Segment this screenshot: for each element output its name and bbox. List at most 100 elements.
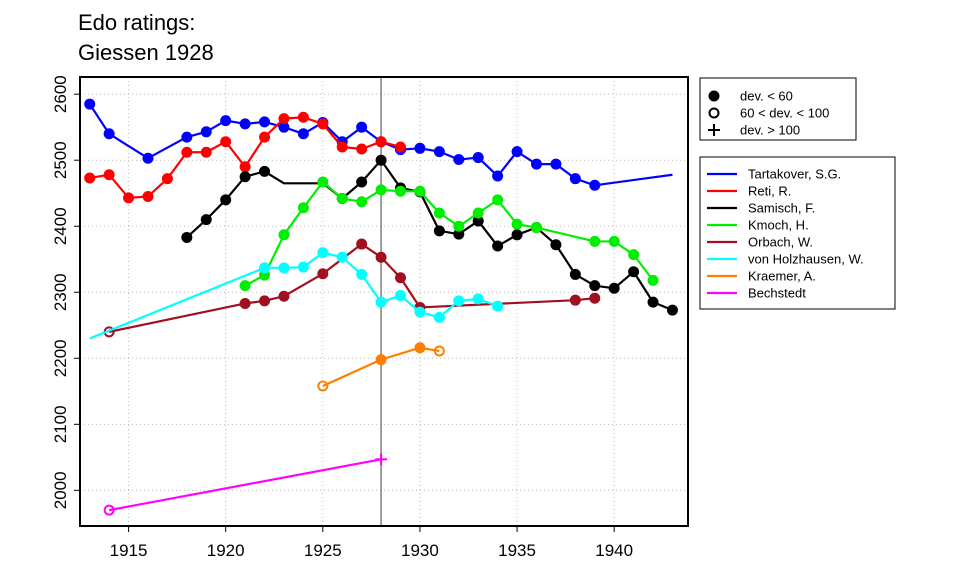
series-kmoch-h [239, 176, 659, 292]
data-point [84, 98, 96, 110]
data-point [511, 218, 523, 230]
data-point [297, 111, 309, 123]
data-point [239, 280, 251, 292]
data-point [414, 342, 426, 354]
data-point [317, 176, 329, 188]
legend-series-label: Orbach, W. [748, 235, 813, 250]
data-point [317, 118, 329, 130]
data-point [142, 191, 154, 203]
chart-title: Edo ratings: [78, 10, 196, 35]
data-point [647, 274, 659, 286]
y-tick-label: 2600 [51, 75, 70, 113]
data-point [356, 121, 368, 133]
data-point [433, 311, 445, 323]
chart-subtitle: Giessen 1928 [78, 40, 214, 65]
x-tick-label: 1920 [207, 541, 245, 560]
data-point [414, 185, 426, 197]
x-axis: 1915 1920 1925 1930 1935 1940 [110, 526, 633, 560]
data-point [103, 169, 115, 181]
x-tick-label: 1915 [110, 541, 148, 560]
data-point [356, 176, 368, 188]
data-point [375, 154, 387, 166]
data-point [589, 280, 601, 292]
data-point [375, 354, 387, 366]
data-point [414, 306, 426, 318]
data-point [433, 225, 445, 237]
data-point [259, 116, 271, 128]
legend-marker-label: dev. > 100 [740, 123, 800, 138]
data-point [278, 262, 290, 274]
data-point [239, 171, 251, 183]
legend-series-label: Bechstedt [748, 286, 806, 301]
y-tick-label: 2000 [51, 471, 70, 509]
y-tick-label: 2400 [51, 207, 70, 245]
data-point [142, 152, 154, 164]
data-point-open [433, 345, 445, 357]
data-point [356, 238, 368, 250]
data-point [492, 170, 504, 182]
legend-box [699, 156, 896, 310]
data-point [239, 161, 251, 173]
data-point [181, 146, 193, 158]
data-point [395, 290, 407, 302]
plot-frame [79, 76, 689, 527]
data-point [569, 173, 581, 185]
data-point [356, 268, 368, 280]
data-point [123, 192, 135, 204]
legend-series-label: Kraemer, A. [748, 269, 816, 284]
data-point [239, 297, 251, 309]
x-tick-label: 1925 [304, 541, 342, 560]
data-point [453, 220, 465, 232]
data-point [628, 249, 640, 261]
data-point [161, 173, 173, 185]
data-point-plus [708, 124, 720, 136]
data-point [259, 165, 271, 177]
legend-series: Tartakover, S.G. Reti, R. Samisch, F. Kmoch… [699, 156, 896, 310]
data-point [628, 266, 640, 278]
data-point [259, 295, 271, 307]
data-point [433, 146, 445, 158]
data-point [181, 131, 193, 143]
data-point [608, 235, 620, 247]
data-point [589, 292, 601, 304]
data-point [200, 214, 212, 226]
data-point [511, 229, 523, 241]
data-point [278, 113, 290, 125]
data-point [317, 268, 329, 280]
data-point [395, 272, 407, 284]
data-point [708, 90, 720, 102]
data-point-open [103, 504, 115, 516]
y-tick-label: 2500 [51, 141, 70, 179]
data-point [297, 128, 309, 140]
data-point [589, 235, 601, 247]
x-tick-label: 1930 [401, 541, 439, 560]
x-tick-label: 1940 [595, 541, 633, 560]
data-point-open [317, 380, 329, 392]
series-reti-r [84, 111, 407, 204]
x-tick-label: 1935 [498, 541, 536, 560]
series-line [108, 458, 382, 512]
legend-series-label: von Holzhausen, W. [748, 252, 864, 267]
data-point [336, 251, 348, 263]
data-point [181, 231, 193, 243]
series-orbach-w [103, 238, 601, 338]
data-point [297, 202, 309, 214]
data-point [472, 293, 484, 305]
data-point [550, 158, 562, 170]
data-point [569, 268, 581, 280]
data-point [220, 136, 232, 148]
data-point [492, 300, 504, 312]
legend-series-label: Samisch, F. [748, 201, 815, 216]
data-point [220, 115, 232, 127]
data-point [453, 154, 465, 166]
data-point [472, 152, 484, 164]
data-point [666, 304, 678, 316]
series-von-holzhausen-w [89, 247, 504, 340]
data-point [317, 247, 329, 259]
data-point [453, 295, 465, 307]
series-line [89, 251, 499, 340]
data-point [356, 143, 368, 155]
data-point [375, 251, 387, 263]
legend-marker-types: dev. < 60 60 < dev. < 100 dev. > 100 [699, 77, 857, 141]
